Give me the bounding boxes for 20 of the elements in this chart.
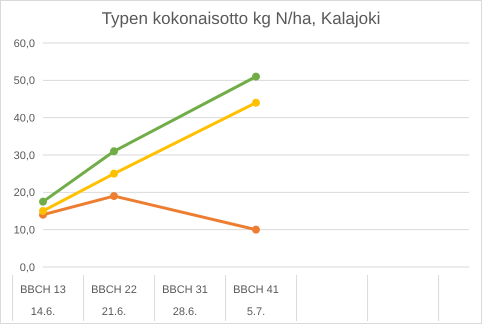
y-tick-label: 40,0 — [14, 112, 35, 125]
y-tick-label: 30,0 — [14, 150, 35, 162]
x-tick-label: BBCH 22 21.6. — [91, 284, 137, 318]
chart-title: Typen kokonaisotto kg N/ha, Kalajoki — [100, 9, 382, 29]
y-tick-label: 50,0 — [14, 75, 35, 88]
y-tick-label: 10,0 — [14, 224, 35, 237]
point — [110, 192, 118, 200]
point — [39, 207, 47, 215]
point — [252, 98, 260, 107]
point — [110, 170, 118, 178]
y-tick-label: 60,0 — [14, 38, 35, 50]
point — [110, 147, 118, 156]
point — [39, 198, 47, 206]
point — [252, 72, 260, 81]
point — [252, 226, 260, 234]
x-tick-label: BBCH 13 14.6. — [20, 284, 66, 318]
x-tick-label: BBCH 41 5.7. — [233, 284, 279, 318]
y-tick-label: 0,0 — [20, 262, 35, 274]
y-tick-label: 20,0 — [14, 187, 35, 200]
x-tick-label: BBCH 31 28.6. — [162, 284, 208, 318]
